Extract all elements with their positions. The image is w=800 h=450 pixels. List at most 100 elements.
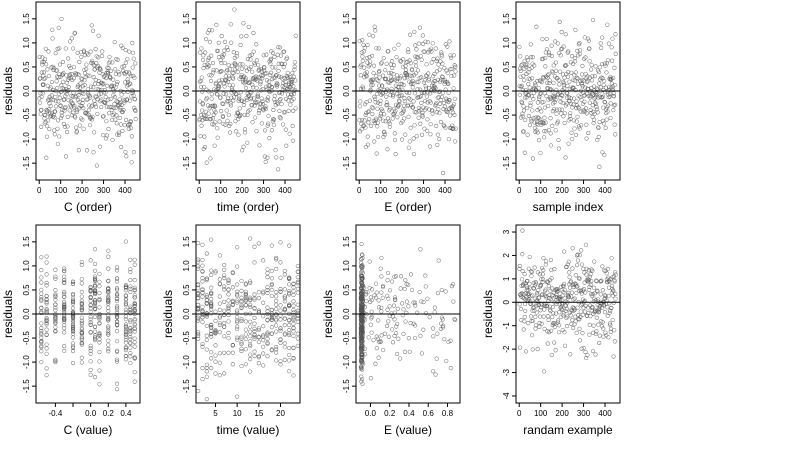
- data-point: [103, 100, 108, 105]
- data-point: [235, 300, 240, 305]
- y-tick-label: 0.5: [22, 284, 31, 296]
- data-point: [271, 107, 276, 113]
- data-point: [532, 125, 537, 131]
- data-point: [209, 325, 214, 330]
- data-point: [92, 282, 98, 288]
- data-point: [597, 306, 602, 311]
- data-point: [403, 278, 408, 283]
- data-point: [604, 110, 609, 116]
- data-point: [39, 255, 44, 260]
- data-point: [360, 355, 365, 360]
- data-point: [196, 302, 201, 307]
- data-point: [277, 98, 282, 103]
- data-point: [43, 46, 48, 51]
- data-point: [402, 349, 408, 354]
- data-point: [70, 341, 76, 346]
- data-point: [115, 57, 120, 62]
- data-point: [566, 294, 572, 300]
- data-point: [39, 310, 44, 315]
- data-point: [99, 104, 104, 110]
- data-point: [361, 42, 366, 48]
- data-point: [263, 104, 268, 109]
- data-point: [248, 324, 253, 329]
- data-point: [565, 91, 570, 96]
- data-point: [392, 295, 398, 300]
- data-point: [217, 321, 222, 326]
- x-tick-label: 200: [75, 186, 89, 195]
- data-point: [521, 74, 526, 79]
- data-point: [593, 332, 599, 337]
- data-point: [248, 329, 253, 334]
- data-point: [574, 103, 579, 108]
- data-point: [379, 60, 384, 65]
- data-point: [127, 49, 132, 54]
- data-point: [564, 324, 570, 329]
- data-point: [359, 377, 365, 382]
- data-point: [95, 97, 100, 102]
- data-point: [363, 125, 368, 130]
- data-point: [277, 45, 283, 50]
- data-point: [532, 120, 537, 125]
- data-point: [230, 83, 235, 88]
- data-point: [62, 326, 67, 331]
- data-point: [226, 319, 231, 324]
- data-point: [252, 353, 257, 359]
- data-point: [239, 34, 244, 39]
- data-point: [225, 118, 230, 123]
- data-point: [451, 126, 456, 131]
- data-point: [401, 331, 406, 337]
- data-point: [70, 345, 76, 350]
- data-point: [98, 144, 103, 149]
- data-point: [569, 54, 575, 59]
- data-point: [587, 274, 593, 279]
- data-point: [556, 146, 561, 151]
- data-point: [532, 304, 537, 310]
- data-point: [125, 77, 130, 82]
- data-point: [366, 120, 371, 125]
- y-axis-label: residuals: [481, 290, 495, 338]
- data-point: [379, 92, 384, 98]
- data-point: [88, 95, 93, 100]
- data-point: [231, 98, 236, 103]
- data-point: [88, 330, 93, 335]
- data-point: [594, 315, 599, 320]
- data-point: [282, 287, 287, 292]
- data-point: [243, 76, 248, 81]
- data-point: [370, 106, 376, 111]
- data-point: [578, 48, 583, 53]
- data-point: [359, 332, 364, 337]
- data-point: [88, 359, 93, 364]
- scatter-panel-2: 0 100 200 300 400-1.5-1.0-0.50.00.51.01.5tim…: [161, 1, 301, 214]
- data-point: [601, 82, 606, 88]
- data-point: [427, 99, 432, 104]
- data-point: [282, 49, 287, 54]
- data-point: [88, 372, 93, 377]
- data-point: [392, 46, 397, 51]
- data-point: [97, 382, 102, 387]
- data-point: [295, 331, 300, 336]
- data-point: [117, 72, 122, 77]
- data-point: [358, 324, 363, 329]
- data-point: [199, 123, 204, 128]
- data-point: [97, 314, 102, 320]
- data-point: [428, 46, 434, 51]
- data-point: [287, 304, 292, 309]
- y-tick-label: 1.5: [342, 236, 351, 248]
- data-point: [290, 77, 295, 82]
- data-point: [106, 332, 111, 337]
- data-point: [235, 308, 240, 313]
- data-point: [39, 280, 44, 285]
- data-point: [91, 75, 96, 80]
- data-point: [70, 100, 75, 105]
- data-point: [263, 159, 268, 164]
- data-point: [359, 307, 364, 312]
- data-point: [106, 325, 111, 330]
- data-point: [287, 331, 292, 336]
- data-point: [39, 297, 44, 302]
- data-point: [226, 74, 232, 79]
- data-point: [537, 94, 542, 99]
- data-point: [540, 56, 546, 61]
- data-point: [204, 347, 209, 352]
- data-point: [282, 294, 287, 299]
- data-point: [444, 68, 449, 73]
